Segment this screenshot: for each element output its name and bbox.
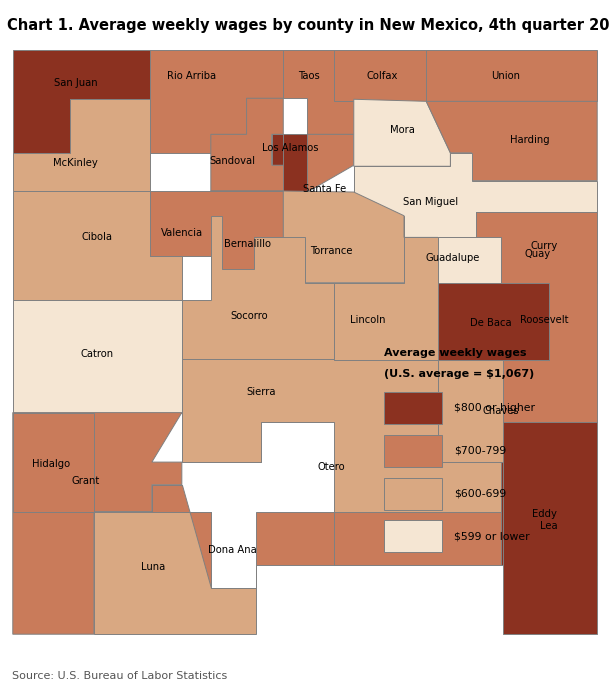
Bar [384,435,442,467]
Text: Valencia: Valencia [161,228,203,238]
Text: De Baca: De Baca [470,318,512,328]
Text: Eddy: Eddy [532,509,556,518]
Polygon shape [211,191,283,269]
Polygon shape [211,98,354,237]
Text: Quay: Quay [524,249,550,259]
Polygon shape [438,282,549,360]
Polygon shape [150,50,283,153]
Polygon shape [283,191,438,282]
Text: Cibola: Cibola [81,233,112,242]
Text: Lea: Lea [540,521,558,531]
Polygon shape [13,412,94,512]
Text: Taos: Taos [298,70,320,81]
Polygon shape [13,300,182,412]
Text: McKinley: McKinley [53,158,98,168]
Polygon shape [182,359,334,462]
Text: Guadalupe: Guadalupe [425,253,479,263]
Text: Union: Union [491,70,520,81]
Text: Otero: Otero [318,462,345,472]
Polygon shape [271,134,307,166]
Polygon shape [150,191,283,269]
Polygon shape [152,485,501,588]
Polygon shape [404,237,501,282]
Text: Colfax: Colfax [366,70,398,81]
Polygon shape [13,412,182,634]
Polygon shape [182,359,501,565]
Text: Harding: Harding [510,135,550,146]
Text: Lincoln: Lincoln [350,315,385,325]
Polygon shape [283,50,354,134]
Bar [384,521,442,553]
Polygon shape [501,422,597,565]
Text: Sandoval: Sandoval [209,156,255,166]
Text: Curry: Curry [531,241,558,250]
Text: Santa Fe: Santa Fe [303,184,346,194]
Text: Torrance: Torrance [310,246,353,256]
Text: Socorro: Socorro [231,311,268,321]
Text: $600-699: $600-699 [454,488,506,499]
Text: Roosevelt: Roosevelt [520,315,569,325]
Polygon shape [182,215,334,359]
Polygon shape [438,360,597,462]
Text: Chaves: Chaves [483,406,519,416]
Text: Hidalgo: Hidalgo [32,459,71,469]
Text: Luna: Luna [141,562,165,573]
Text: San Miguel: San Miguel [403,198,459,207]
Polygon shape [354,99,450,166]
Text: Source: U.S. Bureau of Labor Statistics: Source: U.S. Bureau of Labor Statistics [12,670,228,681]
Text: $599 or lower: $599 or lower [454,531,529,541]
Text: Bernalillo: Bernalillo [224,239,271,248]
Text: $700-799: $700-799 [454,446,506,456]
Polygon shape [476,211,597,282]
Text: Sierra: Sierra [246,387,276,397]
Polygon shape [503,422,597,634]
Polygon shape [13,50,150,153]
Polygon shape [334,237,438,360]
Polygon shape [426,50,597,101]
Polygon shape [271,134,450,237]
Text: Dona Ana: Dona Ana [207,544,256,555]
Text: San Juan: San Juan [54,78,98,88]
Text: Catron: Catron [81,349,113,359]
Text: $800 or higher: $800 or higher [454,404,535,413]
Text: (U.S. average = $1,067): (U.S. average = $1,067) [384,369,534,379]
Polygon shape [476,211,597,282]
Bar [384,477,442,510]
Text: Average weekly wages: Average weekly wages [384,348,526,358]
Bar [384,392,442,424]
Polygon shape [476,211,597,422]
Text: Los Alamos: Los Alamos [262,143,318,153]
Polygon shape [13,99,150,191]
Text: Mora: Mora [390,125,415,135]
Polygon shape [334,50,426,101]
Polygon shape [354,153,597,237]
Polygon shape [94,485,256,634]
Text: Rio Arriba: Rio Arriba [167,70,216,81]
Text: Grant: Grant [71,475,99,486]
Text: Chart 1. Average weekly wages by county in New Mexico, 4th quarter 2016: Chart 1. Average weekly wages by county … [7,18,610,33]
Polygon shape [13,191,182,300]
Polygon shape [426,101,597,181]
